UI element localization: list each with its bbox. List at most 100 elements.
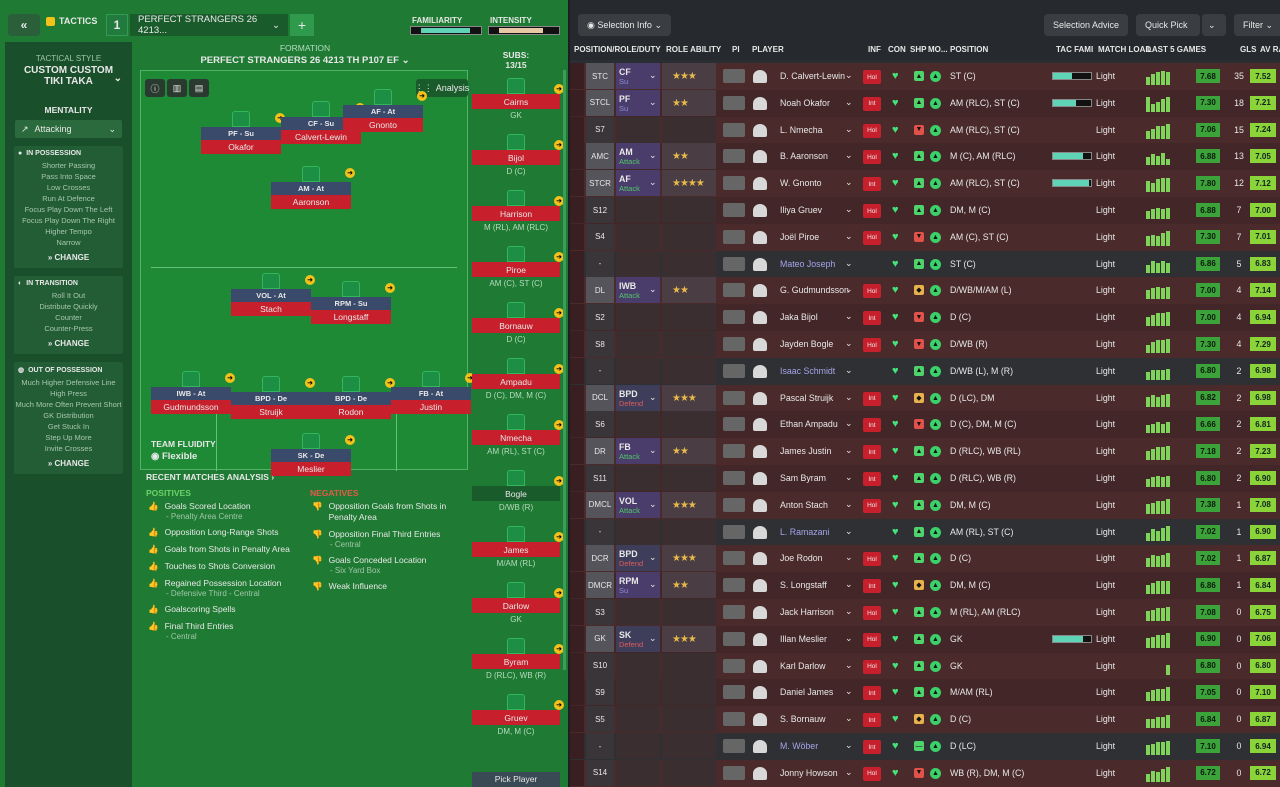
table-row[interactable]: DL IWB Attack ⌄ ★★ G. Gudmundsson ⌄ Hol ♥ ◆ ▲ D/WB/…	[570, 277, 1280, 305]
player-instructions-icon[interactable]	[723, 605, 745, 619]
table-row[interactable]: STCL PF Su ⌄ ★★ Noah Okafor ⌄ Int ♥ ▲ ▲ AM (RLC), S…	[570, 89, 1280, 117]
intensity-meter[interactable]	[488, 26, 560, 35]
table-row[interactable]: - L. Ramazani ⌄ ♥ ▲ ▲ AM (RL), ST (C) Light 7.02…	[570, 518, 1280, 546]
role-cell[interactable]	[616, 679, 660, 706]
role-cell[interactable]	[616, 465, 660, 491]
chevron-down-icon[interactable]: ⌄	[845, 311, 853, 322]
player-name[interactable]: B. Aaronson	[780, 151, 828, 162]
chevron-down-icon[interactable]: ⌄	[845, 686, 853, 697]
role-cell[interactable]	[616, 491, 660, 518]
table-row[interactable]: DMCR RPM Su ⌄ ★★ S. Longstaff ⌄ Int ♥ ◆ ▲ DM, M (C)…	[570, 572, 1280, 600]
role-cell[interactable]	[616, 545, 660, 572]
role-cell[interactable]	[616, 63, 660, 89]
chevron-down-icon[interactable]: ⌄	[845, 579, 853, 590]
collapse-button[interactable]: «	[8, 14, 40, 36]
player-name[interactable]: Isaac Schmidt	[780, 365, 836, 376]
table-row[interactable]: S12 Iliya Gruev ⌄ Hol ♥ ▲ ▲ DM, M (C) Light 6.88 7…	[570, 197, 1280, 224]
chevron-down-icon[interactable]: ⌄	[845, 338, 853, 348]
pitch-player[interactable]: AF - At Gnonto ➜	[343, 89, 427, 132]
chevron-down-icon[interactable]: ⌄	[845, 70, 853, 80]
column-header[interactable]: MATCH LOAD	[1098, 45, 1152, 54]
table-row[interactable]: - Mateo Joseph ⌄ ♥ ▲ ▲ ST (C) Light 6.86 5 6.83	[570, 250, 1280, 278]
sub-player[interactable]: Bornauw D (C) ➜	[472, 302, 564, 344]
role-cell[interactable]	[616, 384, 660, 411]
analysis-button[interactable]: ⋮⋮ Analysis	[415, 79, 469, 97]
player-instructions-icon[interactable]	[723, 176, 745, 191]
column-header[interactable]: LAST 5 GAMES	[1147, 45, 1207, 54]
chevron-down-icon[interactable]: ⌄	[845, 96, 853, 107]
pitch-player[interactable]: PF - Su Okafor ➜	[201, 111, 285, 154]
chevron-down-icon[interactable]: ⌄	[845, 659, 853, 670]
table-row[interactable]: DR FB Attack ⌄ ★★ James Justin ⌄ Int ♥ ▲ ▲ D (RLC),…	[570, 438, 1280, 466]
player-instructions-icon[interactable]	[723, 444, 745, 459]
column-header[interactable]: MO...	[928, 45, 948, 54]
column-header[interactable]: POSITION	[950, 45, 989, 54]
role-cell[interactable]	[616, 652, 660, 679]
player-name[interactable]: W. Gnonto	[780, 178, 822, 189]
column-header[interactable]: POSITION/ROLE/DUTY	[574, 45, 661, 54]
player-name[interactable]: L. Nmecha	[780, 124, 823, 135]
selection-advice-button[interactable]: Selection Advice	[1044, 14, 1129, 36]
add-tactic-button[interactable]: +	[290, 14, 314, 36]
table-row[interactable]: S4 Joël Piroe ⌄ Hol ♥ ▼ ▲ AM (C), ST (C) Light 7.…	[570, 223, 1280, 251]
player-instructions-icon[interactable]	[723, 471, 745, 485]
player-instructions-icon[interactable]	[723, 739, 745, 753]
pitch-player[interactable]: BPD - De Struijk ➜	[231, 376, 315, 419]
tactic-slot-button[interactable]: 1	[106, 14, 128, 36]
role-cell[interactable]	[616, 706, 660, 733]
table-row[interactable]: S7 L. Nmecha ⌄ Hol ♥ ▼ ▲ AM (RLC), ST (C) Light 7…	[570, 116, 1280, 144]
column-header[interactable]: PI	[732, 45, 740, 54]
table-row[interactable]: STCR AF Attack ⌄ ★★★★ W. Gnonto ⌄ Int ♥ ▲ ▲ AM (RLC…	[570, 170, 1280, 198]
chevron-down-icon[interactable]: ⌄	[845, 204, 853, 214]
player-name[interactable]: Iliya Gruev	[780, 205, 823, 215]
player-name[interactable]: Illan Meslier	[780, 633, 827, 644]
chevron-down-icon[interactable]: ⌄	[845, 418, 853, 429]
selection-info-dropdown[interactable]: ◉ Selection Info ⌄	[578, 14, 671, 36]
mentality-select[interactable]: ↗ Attacking ⌄	[15, 120, 122, 138]
sub-player[interactable]: Bogle D/WB (R) ➜	[472, 470, 564, 512]
familiarity-meter[interactable]	[410, 26, 482, 35]
chevron-down-icon[interactable]: ⌄	[845, 713, 853, 724]
chevron-down-icon[interactable]: ⌄	[845, 525, 853, 536]
in-possession-change-button[interactable]: » CHANGE	[47, 253, 90, 262]
pitch-player[interactable]: IWB - At Gudmundsson ➜	[151, 371, 235, 414]
role-cell[interactable]	[616, 197, 660, 223]
player-name[interactable]: S. Bornauw	[780, 714, 826, 725]
table-row[interactable]: - Isaac Schmidt ⌄ ♥ ▲ ▲ D/WB (L), M (R) Light 6.…	[570, 357, 1280, 385]
player-name[interactable]: Noah Okafor	[780, 97, 830, 108]
table-row[interactable]: S11 Sam Byram ⌄ Int ♥ ▲ ▲ D (RLC), WB (R) Light 6…	[570, 465, 1280, 492]
out-of-possession-change-button[interactable]: » CHANGE	[47, 459, 90, 468]
role-cell[interactable]	[616, 116, 660, 143]
info-icon[interactable]: ⓘ	[145, 79, 165, 97]
column-header[interactable]: GLS	[1240, 45, 1257, 54]
player-name[interactable]: James Justin	[780, 446, 832, 457]
chevron-down-icon[interactable]: ⌄	[845, 123, 853, 134]
chevron-down-icon[interactable]: ⌄	[845, 391, 853, 402]
role-cell[interactable]	[616, 759, 660, 786]
tactic-select[interactable]: PERFECT STRANGERS 26 4213... ⌄	[130, 14, 288, 36]
player-instructions-icon[interactable]	[723, 95, 745, 110]
table-row[interactable]: DMCL VOL Attack ⌄ ★★★ Anton Stach ⌄ Hol ♥ ▲ ▲ DM, M…	[570, 491, 1280, 519]
table-row[interactable]: S2 Jaka Bijol ⌄ Int ♥ ▼ ▲ D (C) Light 7.00 4 6.94	[570, 304, 1280, 332]
quick-pick-dropdown[interactable]: ⌄	[1202, 14, 1226, 36]
sub-player[interactable]: James M/AM (RL) ➜	[472, 526, 564, 568]
player-instructions-icon[interactable]	[723, 69, 745, 83]
role-cell[interactable]	[616, 357, 660, 384]
in-transition-change-button[interactable]: » CHANGE	[47, 339, 90, 348]
player-instructions-icon[interactable]	[723, 229, 745, 244]
role-cell[interactable]	[616, 277, 660, 304]
player-instructions-icon[interactable]	[723, 658, 745, 673]
player-instructions-icon[interactable]	[723, 497, 745, 512]
chevron-down-icon[interactable]: ⌄	[845, 740, 853, 750]
pitch-player[interactable]: RPM - Su Longstaff ➜	[311, 281, 395, 324]
player-name[interactable]: Jonny Howson	[780, 767, 838, 778]
sub-player[interactable]: Darlow GK ➜	[472, 582, 564, 624]
bar-chart-icon[interactable]: ▥	[167, 79, 187, 97]
clipboard-icon[interactable]: ▤	[189, 79, 209, 97]
column-header[interactable]: AV RAT	[1260, 45, 1280, 54]
column-header[interactable]: CON	[888, 45, 906, 54]
pick-player-button[interactable]: Pick Player	[472, 772, 560, 787]
role-cell[interactable]	[616, 89, 660, 116]
player-instructions-icon[interactable]	[723, 712, 745, 727]
sub-player[interactable]: Bijol D (C) ➜	[472, 134, 564, 176]
